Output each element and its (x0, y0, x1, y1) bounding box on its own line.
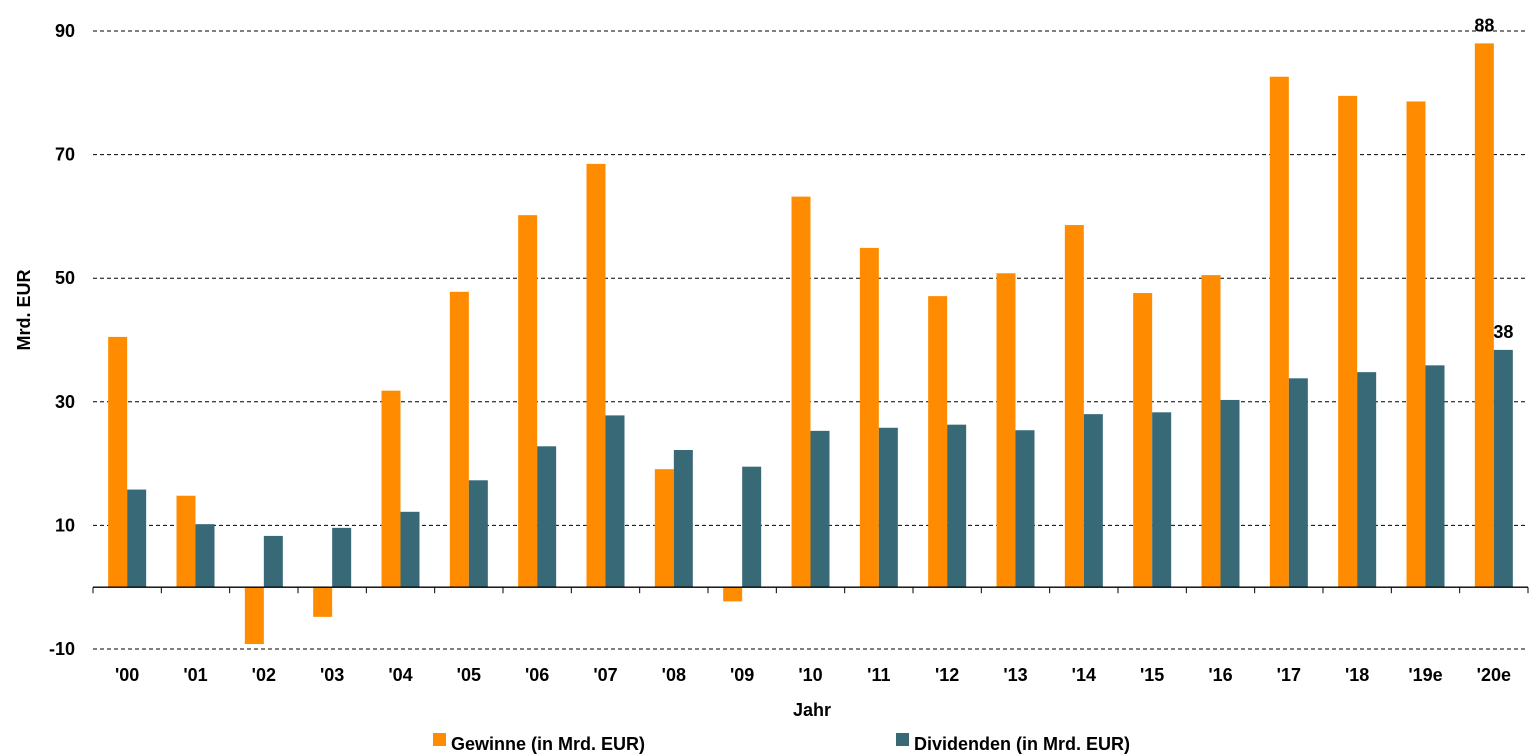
bar-gewinne (996, 273, 1016, 588)
x-tick-label: '20e (1477, 665, 1511, 685)
x-tick-label: '16 (1208, 665, 1232, 685)
bar-gewinne (1064, 225, 1084, 588)
bar-gewinne (1474, 43, 1494, 588)
bar-dividenden (263, 535, 283, 588)
x-tick-label: '02 (252, 665, 276, 685)
x-tick-label: '18 (1345, 665, 1369, 685)
legend-swatch-dividenden (896, 733, 909, 746)
y-tick-label: 30 (55, 392, 75, 412)
x-tick-label: '14 (1072, 665, 1096, 685)
bar-dividenden (1425, 365, 1445, 588)
bar-gewinne (654, 469, 674, 588)
bar-dividenden (1357, 372, 1377, 588)
data-label: 88 (1474, 15, 1494, 35)
x-tick-label: '11 (867, 665, 890, 685)
bar-dividenden (947, 424, 967, 588)
bar-dividenden (195, 524, 215, 588)
bar-gewinne (586, 163, 606, 588)
legend-label-gewinne: Gewinne (in Mrd. EUR) (451, 734, 645, 754)
labels: -10 10 30 50 70 90 '00 '01 '02 '03 '04 '05 '06 '07 '08… (49, 15, 1513, 685)
bar-dividenden (1015, 430, 1035, 588)
x-tick-label: '07 (593, 665, 617, 685)
x-tick-label: '05 (457, 665, 481, 685)
x-tick-label: '17 (1277, 665, 1301, 685)
x-tick-label: '06 (525, 665, 549, 685)
axes (92, 586, 1529, 594)
bar-dividenden (673, 450, 693, 588)
bar-gewinne (108, 336, 128, 588)
x-tick-label: '00 (115, 665, 139, 685)
bar-dividenden (810, 430, 830, 588)
x-axis-title: Jahr (793, 700, 831, 720)
bar-dividenden (1083, 414, 1103, 588)
x-tick-label: '01 (183, 665, 207, 685)
x-tick-label: '15 (1140, 665, 1164, 685)
y-tick-label: 90 (55, 21, 75, 41)
y-tick-label: 10 (55, 515, 75, 535)
x-tick-label: '09 (730, 665, 754, 685)
bar-gewinne (928, 296, 948, 588)
bar-dividenden (605, 415, 625, 588)
legend-label-dividenden: Dividenden (in Mrd. EUR) (914, 734, 1130, 754)
bar-gewinne (176, 495, 196, 588)
bar-dividenden (127, 489, 147, 588)
bar-gewinne (518, 215, 538, 588)
bar-dividenden (468, 480, 488, 588)
bar-dividenden (878, 427, 898, 588)
y-tick-label: 50 (55, 268, 75, 288)
data-label: 38 (1493, 322, 1513, 342)
x-tick-label: '10 (798, 665, 822, 685)
bars (108, 43, 1513, 645)
bar-gewinne (1133, 293, 1153, 588)
bar-dividenden (1493, 349, 1513, 588)
y-tick-label: 70 (55, 145, 75, 165)
bar-dividenden (1152, 412, 1172, 588)
bar-gewinne (244, 587, 264, 645)
x-tick-label: '04 (388, 665, 412, 685)
bar-dividenden (742, 466, 762, 588)
y-axis-title: Mrd. EUR (14, 269, 34, 350)
x-tick-label: '13 (1003, 665, 1027, 685)
x-tick-label: '19e (1408, 665, 1442, 685)
bar-gewinne (1338, 95, 1358, 588)
legend: Gewinne (in Mrd. EUR) Dividenden (in Mrd… (433, 733, 1130, 754)
bar-gewinne (381, 390, 401, 588)
bar-gewinne (449, 291, 469, 588)
x-tick-label: '12 (935, 665, 959, 685)
bar-gewinne (1406, 101, 1426, 588)
bar-dividenden (1220, 399, 1240, 588)
x-tick-label: '03 (320, 665, 344, 685)
legend-swatch-gewinne (433, 733, 446, 746)
bar-dividenden (1288, 378, 1308, 588)
x-tick-label: '08 (662, 665, 686, 685)
bar-dividenden (537, 446, 557, 588)
bar-gewinne (859, 247, 879, 588)
bar-gewinne (313, 587, 333, 617)
bar-gewinne (723, 587, 743, 602)
y-tick-label: -10 (49, 639, 75, 659)
bar-dividenden (332, 527, 352, 588)
bar-gewinne (1201, 275, 1221, 588)
bar-gewinne (791, 196, 811, 588)
bar-gewinne (1269, 76, 1289, 588)
bar-dividenden (400, 511, 420, 588)
